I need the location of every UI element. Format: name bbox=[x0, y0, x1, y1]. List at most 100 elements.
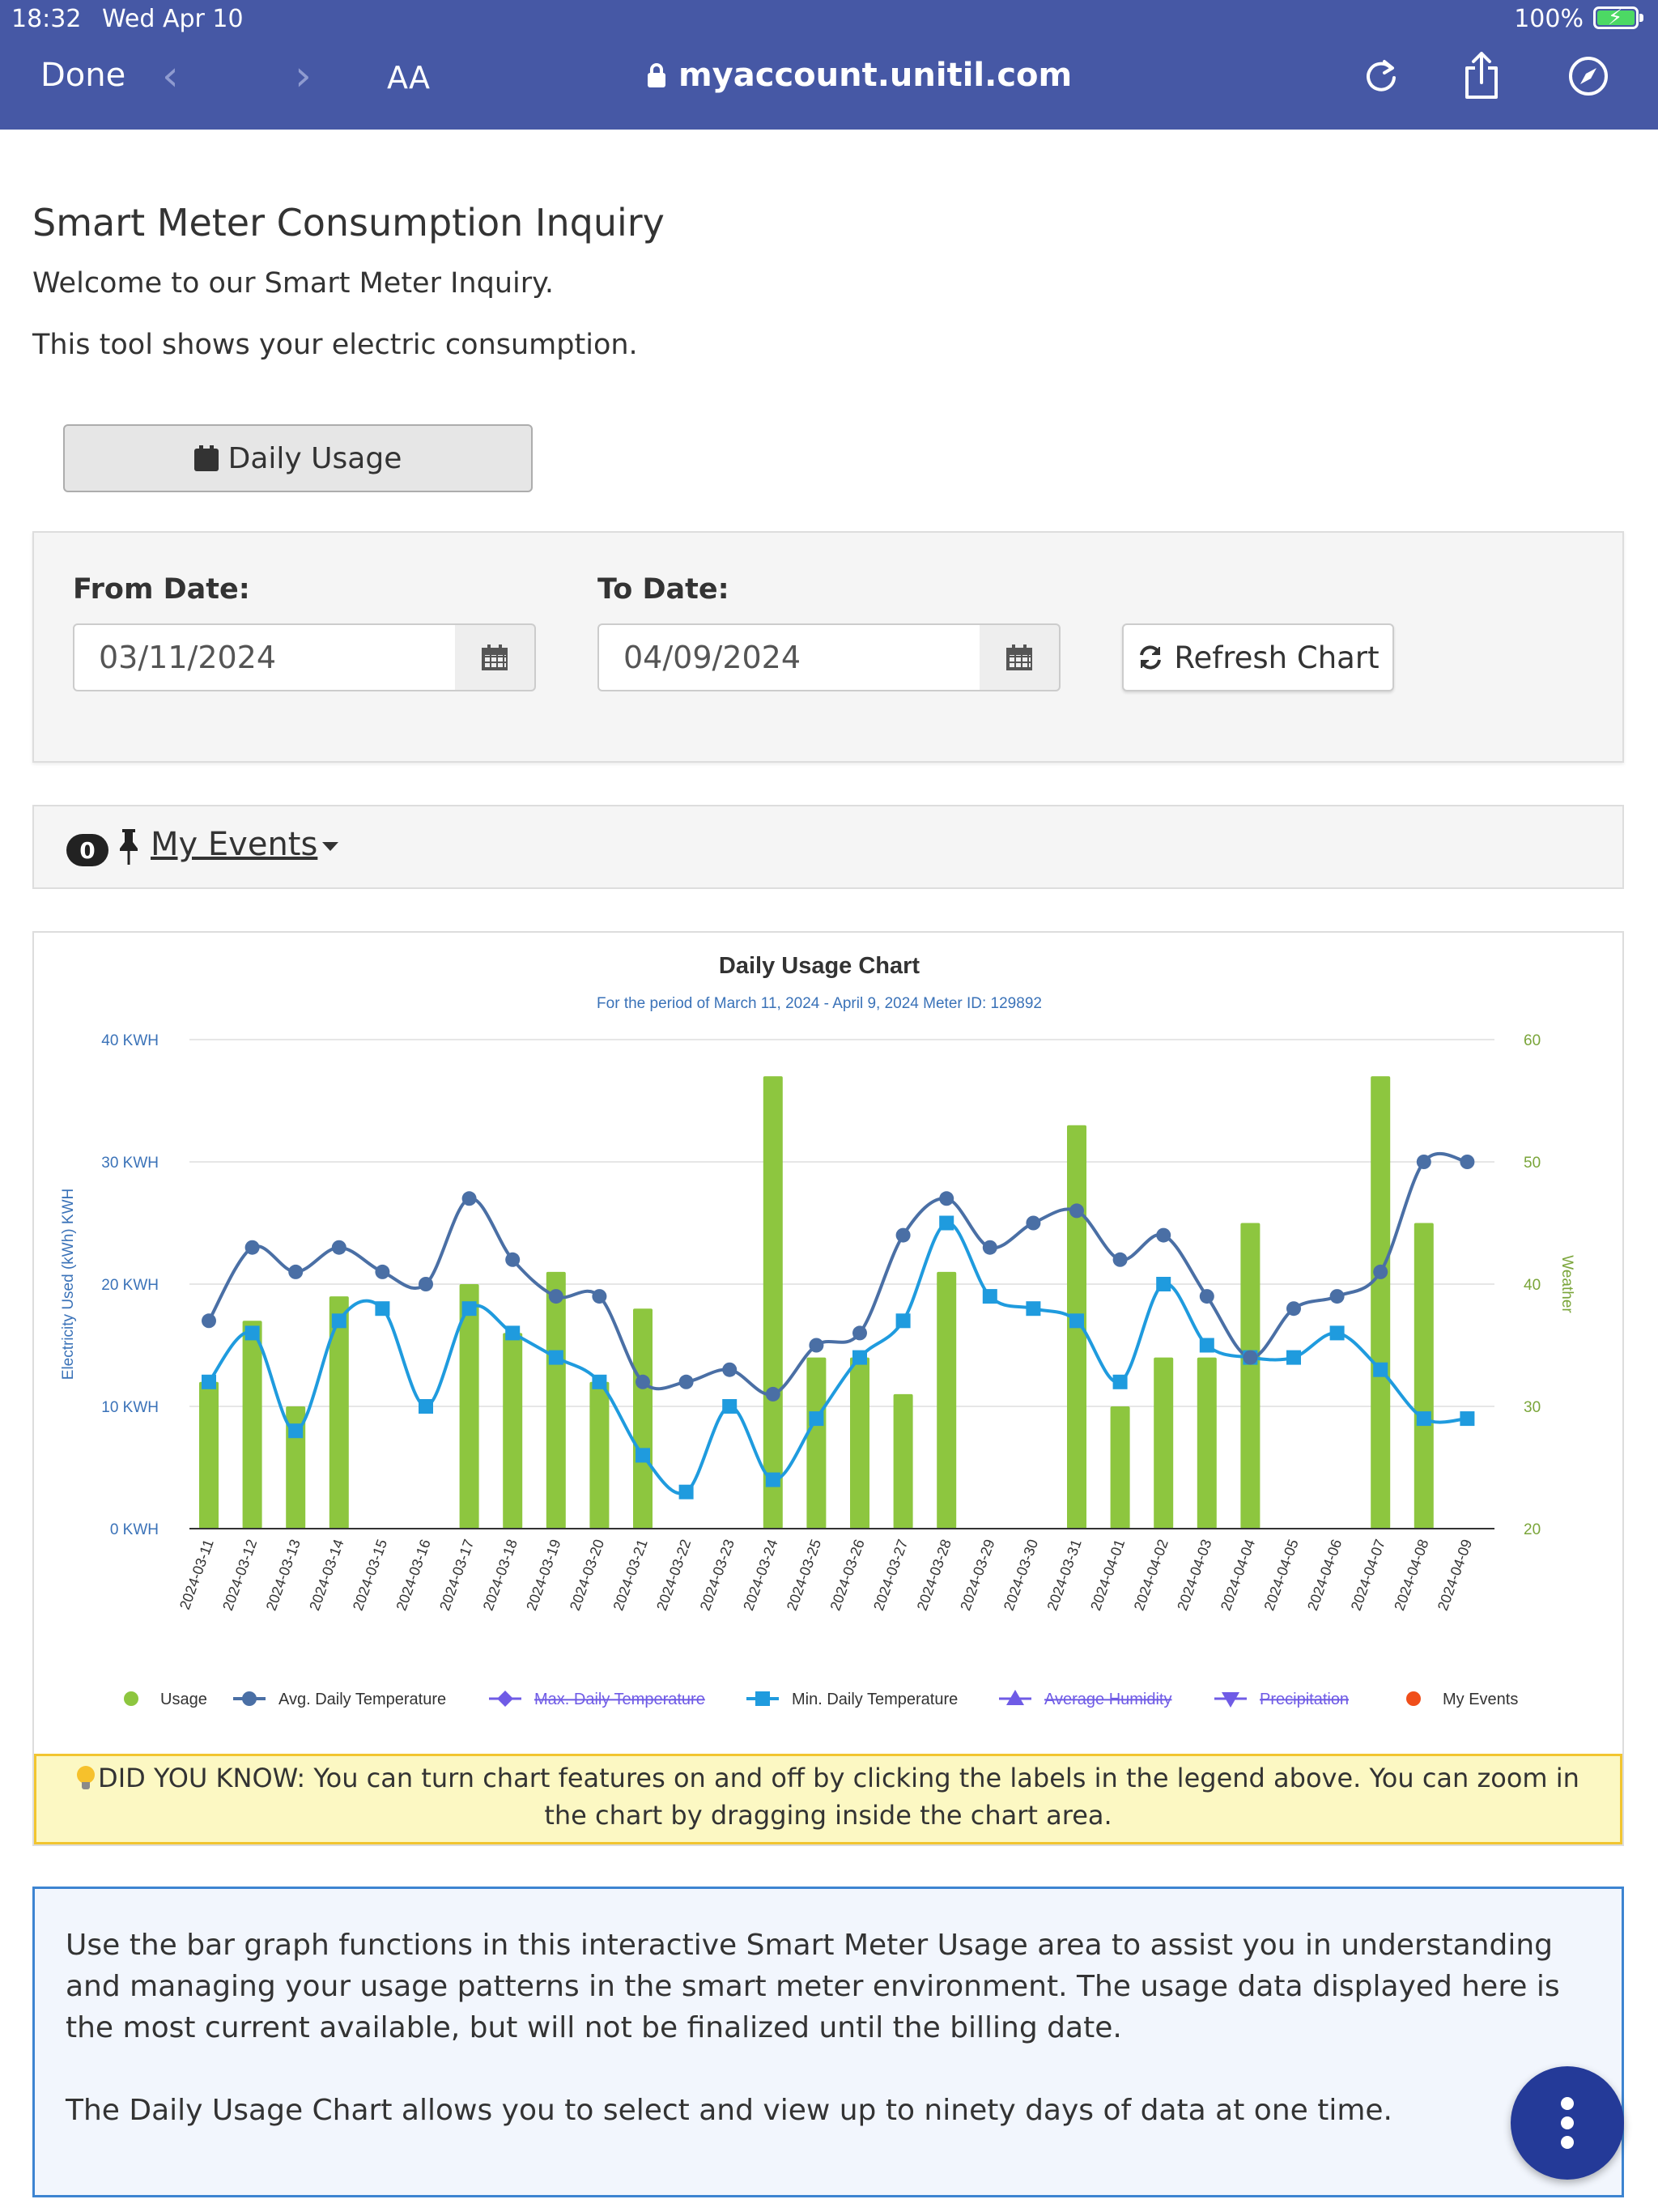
usage-bar[interactable] bbox=[589, 1381, 610, 1529]
avg-temperature-point[interactable] bbox=[244, 1240, 260, 1255]
min-temperature-point[interactable] bbox=[1199, 1338, 1214, 1353]
avg-temperature-point[interactable] bbox=[1373, 1264, 1388, 1279]
avg-temperature-point[interactable] bbox=[1416, 1155, 1431, 1169]
my-events-dropdown[interactable]: My Events bbox=[151, 826, 339, 863]
more-options-button[interactable] bbox=[1511, 2066, 1624, 2180]
from-date-input[interactable]: 03/11/2024 bbox=[73, 623, 457, 691]
avg-temperature-point[interactable] bbox=[331, 1240, 346, 1255]
avg-temperature-point[interactable] bbox=[722, 1362, 738, 1377]
avg-temperature-point[interactable] bbox=[592, 1289, 607, 1304]
usage-bar[interactable] bbox=[199, 1381, 219, 1529]
from-date-picker-button[interactable] bbox=[455, 623, 536, 691]
usage-bar[interactable] bbox=[1154, 1357, 1174, 1529]
compass-icon[interactable] bbox=[1567, 55, 1609, 97]
min-temperature-point[interactable] bbox=[852, 1350, 867, 1365]
avg-temperature-point[interactable] bbox=[982, 1240, 997, 1255]
min-temperature-point[interactable] bbox=[202, 1374, 216, 1389]
min-temperature-point[interactable] bbox=[1069, 1313, 1084, 1329]
min-temperature-point[interactable] bbox=[1416, 1411, 1431, 1427]
avg-temperature-point[interactable] bbox=[1199, 1289, 1214, 1304]
legend-item-label[interactable]: Min. Daily Temperature bbox=[792, 1691, 958, 1708]
min-temperature-point[interactable] bbox=[1156, 1277, 1171, 1291]
min-temperature-point[interactable] bbox=[331, 1313, 346, 1329]
min-temperature-point[interactable] bbox=[1329, 1325, 1345, 1341]
min-temperature-point[interactable] bbox=[505, 1325, 521, 1341]
legend-item-label[interactable]: Average Humidity bbox=[1044, 1691, 1171, 1708]
avg-temperature-point[interactable] bbox=[375, 1264, 390, 1279]
address-bar[interactable]: myaccount.unitil.com bbox=[648, 57, 1072, 94]
legend-item-label[interactable]: Precipitation bbox=[1260, 1691, 1349, 1708]
avg-temperature-point[interactable] bbox=[419, 1277, 433, 1291]
avg-temperature-point[interactable] bbox=[895, 1227, 911, 1243]
daily-usage-button[interactable]: Daily Usage bbox=[63, 424, 533, 492]
min-temperature-point[interactable] bbox=[375, 1301, 390, 1317]
min-temperature-point[interactable] bbox=[809, 1411, 824, 1427]
usage-bar[interactable] bbox=[503, 1333, 523, 1529]
legend-item-label[interactable]: My Events bbox=[1443, 1691, 1518, 1708]
min-temperature-point[interactable] bbox=[678, 1484, 694, 1499]
refresh-chart-button[interactable]: Refresh Chart bbox=[1122, 623, 1394, 691]
avg-temperature-point[interactable] bbox=[548, 1289, 563, 1304]
usage-bar[interactable] bbox=[850, 1357, 869, 1529]
usage-bar[interactable] bbox=[1371, 1076, 1391, 1529]
avg-temperature-point[interactable] bbox=[809, 1338, 824, 1353]
min-temperature-point[interactable] bbox=[722, 1399, 738, 1414]
avg-temperature-point[interactable] bbox=[288, 1264, 304, 1279]
usage-bar[interactable] bbox=[329, 1296, 349, 1529]
avg-temperature-point[interactable] bbox=[678, 1374, 694, 1389]
avg-temperature-point[interactable] bbox=[1243, 1350, 1258, 1365]
done-button[interactable]: Done bbox=[40, 57, 126, 94]
min-temperature-point[interactable] bbox=[939, 1215, 954, 1231]
min-temperature-point[interactable] bbox=[982, 1289, 997, 1304]
legend-item-label[interactable]: Max. Daily Temperature bbox=[534, 1691, 705, 1708]
min-temperature-point[interactable] bbox=[244, 1325, 260, 1341]
reload-icon[interactable] bbox=[1360, 55, 1402, 97]
avg-temperature-point[interactable] bbox=[202, 1313, 216, 1329]
legend-item-label[interactable]: Usage bbox=[160, 1691, 207, 1708]
usage-bar[interactable] bbox=[1197, 1357, 1217, 1529]
avg-temperature-point[interactable] bbox=[636, 1374, 650, 1389]
to-date-input[interactable]: 04/09/2024 bbox=[597, 623, 981, 691]
text-size-button[interactable]: AA bbox=[387, 60, 431, 96]
min-temperature-point[interactable] bbox=[1026, 1301, 1041, 1317]
min-temperature-point[interactable] bbox=[636, 1448, 650, 1463]
avg-temperature-point[interactable] bbox=[1112, 1252, 1128, 1267]
back-icon[interactable]: ‹ bbox=[162, 52, 179, 100]
min-temperature-point[interactable] bbox=[1373, 1362, 1388, 1377]
share-icon[interactable] bbox=[1460, 50, 1503, 100]
usage-bar[interactable] bbox=[633, 1308, 653, 1529]
min-temperature-point[interactable] bbox=[548, 1350, 563, 1365]
min-temperature-point[interactable] bbox=[461, 1301, 477, 1317]
avg-temperature-point[interactable] bbox=[1026, 1215, 1041, 1231]
min-temperature-point[interactable] bbox=[288, 1423, 304, 1439]
avg-temperature-point[interactable] bbox=[1460, 1155, 1475, 1169]
usage-bar[interactable] bbox=[242, 1321, 262, 1529]
avg-temperature-point[interactable] bbox=[1329, 1289, 1345, 1304]
usage-bar[interactable] bbox=[806, 1357, 827, 1529]
usage-bar[interactable] bbox=[546, 1271, 566, 1529]
avg-temperature-point[interactable] bbox=[852, 1325, 867, 1341]
usage-bar[interactable] bbox=[893, 1393, 913, 1529]
usage-bar[interactable] bbox=[459, 1284, 479, 1529]
avg-temperature-point[interactable] bbox=[765, 1386, 780, 1402]
min-temperature-point[interactable] bbox=[765, 1472, 780, 1487]
usage-bar[interactable] bbox=[763, 1076, 783, 1529]
min-temperature-point[interactable] bbox=[895, 1313, 911, 1329]
usage-bar[interactable] bbox=[1414, 1223, 1434, 1529]
min-temperature-point[interactable] bbox=[419, 1399, 433, 1414]
avg-temperature-point[interactable] bbox=[1069, 1203, 1084, 1219]
min-temperature-point[interactable] bbox=[592, 1374, 607, 1389]
usage-bar[interactable] bbox=[1110, 1406, 1130, 1529]
avg-temperature-point[interactable] bbox=[461, 1191, 477, 1206]
avg-temperature-point[interactable] bbox=[1156, 1227, 1171, 1243]
min-temperature-point[interactable] bbox=[1286, 1350, 1301, 1365]
min-temperature-point[interactable] bbox=[1460, 1411, 1475, 1427]
forward-icon[interactable]: › bbox=[295, 52, 312, 100]
legend-item-label[interactable]: Avg. Daily Temperature bbox=[278, 1691, 446, 1708]
min-temperature-point[interactable] bbox=[1112, 1374, 1128, 1389]
avg-temperature-point[interactable] bbox=[939, 1191, 954, 1206]
usage-bar[interactable] bbox=[937, 1271, 957, 1529]
avg-temperature-point[interactable] bbox=[1286, 1301, 1301, 1317]
usage-bar[interactable] bbox=[1240, 1223, 1261, 1529]
avg-temperature-point[interactable] bbox=[505, 1252, 521, 1267]
